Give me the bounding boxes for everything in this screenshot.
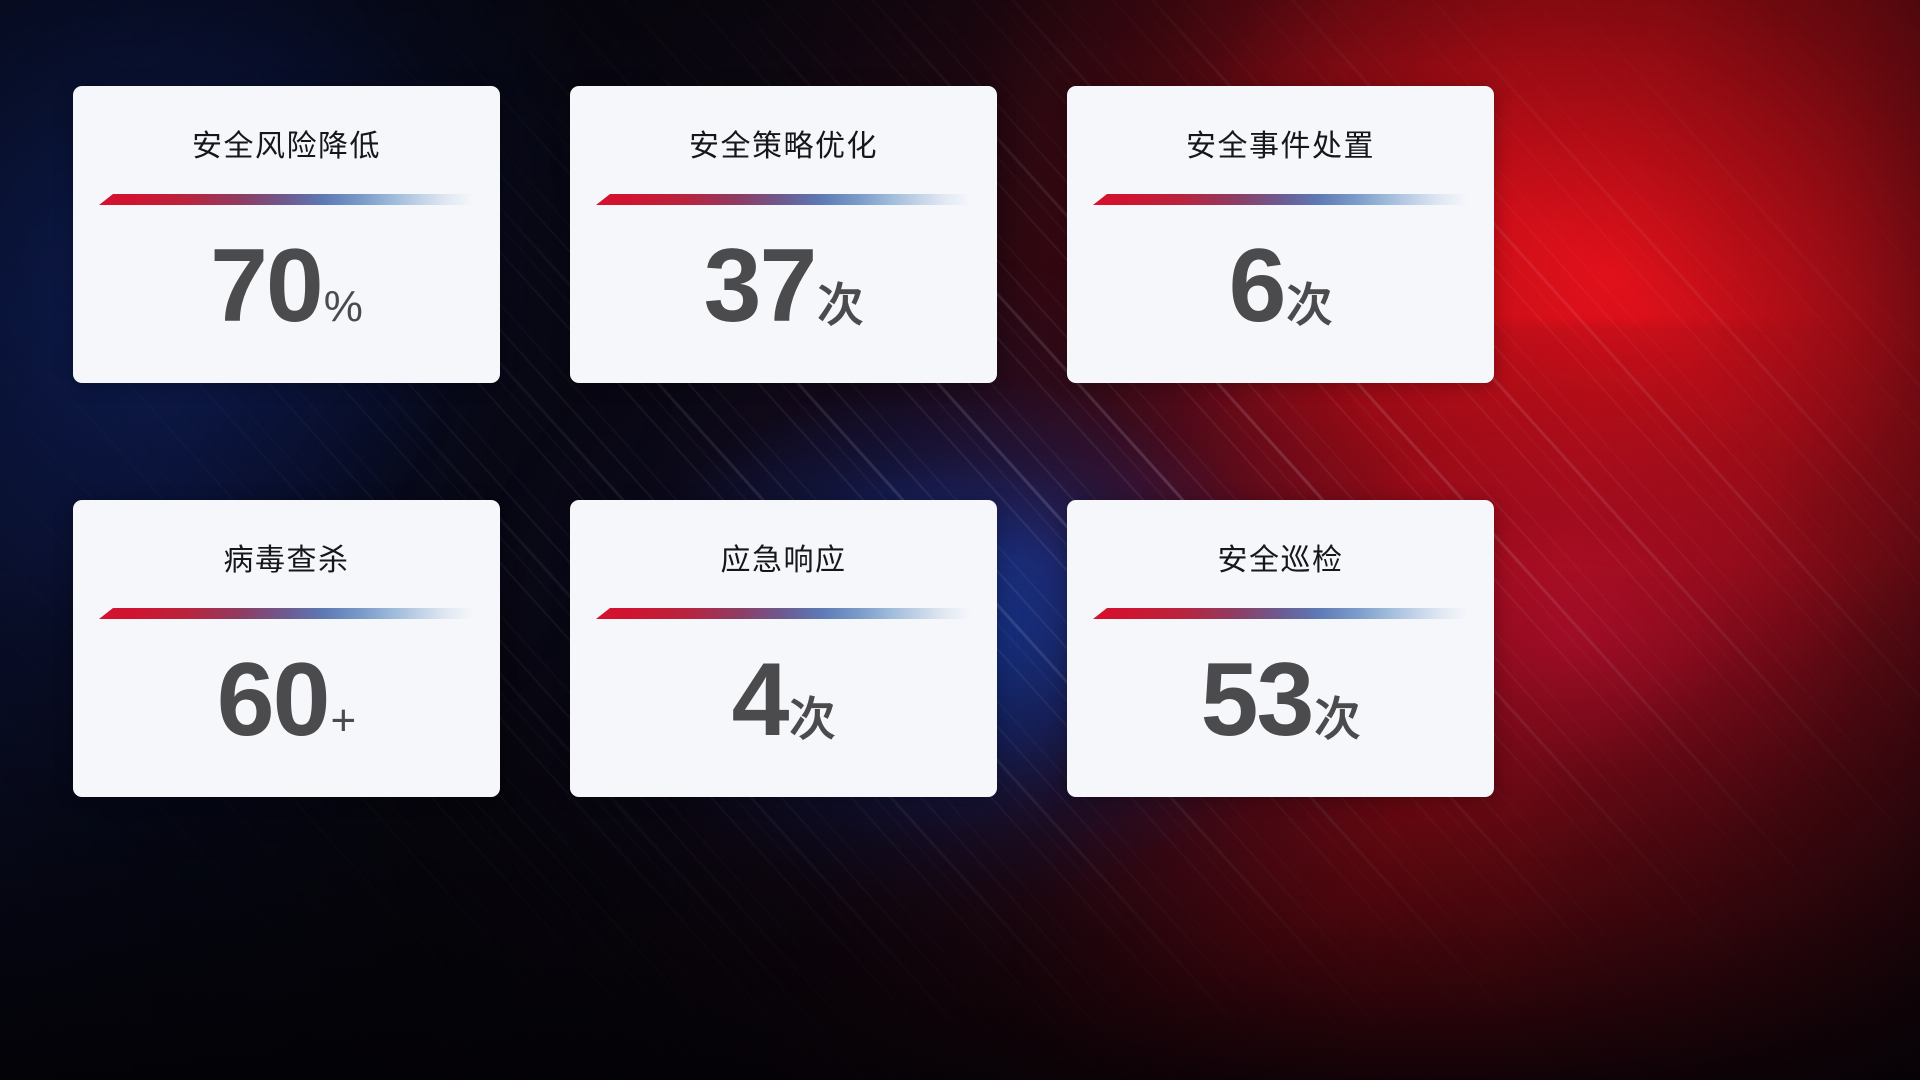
metric-card[interactable]: 安全巡检 53 次 <box>1067 500 1494 797</box>
metric-card-number: 60 <box>216 642 331 758</box>
metric-card-value: 6 次 <box>1228 228 1333 344</box>
metric-card-number: 6 <box>1228 228 1287 344</box>
metric-card-value: 53 次 <box>1200 642 1361 758</box>
metric-card-unit: % <box>323 282 363 331</box>
metric-card-number: 53 <box>1200 642 1315 758</box>
metric-card-value: 60 + <box>216 642 357 758</box>
metric-card[interactable]: 安全策略优化 37 次 <box>570 86 997 383</box>
metric-card[interactable]: 安全风险降低 70 % <box>73 86 500 383</box>
metric-card[interactable]: 应急响应 4 次 <box>570 500 997 797</box>
metric-card-number: 37 <box>703 228 818 344</box>
metric-card-divider-gradient <box>596 194 971 205</box>
metric-card-divider <box>99 194 474 205</box>
metric-card-title: 安全事件处置 <box>1186 130 1375 163</box>
metric-card-unit: + <box>330 696 357 745</box>
metric-card-divider-gradient <box>1093 608 1468 619</box>
metric-card-divider-gradient <box>596 608 971 619</box>
metric-card-divider <box>596 194 971 205</box>
metric-card-divider-gradient <box>99 194 474 205</box>
metric-card-divider <box>596 608 971 619</box>
metric-card[interactable]: 病毒查杀 60 + <box>73 500 500 797</box>
metric-card-unit: 次 <box>1314 693 1361 745</box>
metric-card-grid: 安全风险降低 70 % 安全策略优化 37 次 安全事件处置 6 次 病毒查杀 <box>73 86 1570 797</box>
metric-card-title: 病毒查杀 <box>223 544 350 577</box>
metric-card-title: 应急响应 <box>720 544 847 577</box>
metric-card-title: 安全巡检 <box>1217 544 1344 577</box>
metric-card-divider <box>99 608 474 619</box>
metric-card-title: 安全策略优化 <box>689 130 878 163</box>
metric-card-value: 4 次 <box>731 642 836 758</box>
metric-card[interactable]: 安全事件处置 6 次 <box>1067 86 1494 383</box>
metric-card-divider <box>1093 194 1468 205</box>
metric-card-divider <box>1093 608 1468 619</box>
metric-card-value: 70 % <box>210 228 363 344</box>
metric-card-value: 37 次 <box>703 228 864 344</box>
metric-card-number: 4 <box>731 642 790 758</box>
metric-card-title: 安全风险降低 <box>192 130 381 163</box>
metric-card-divider-gradient <box>99 608 474 619</box>
metric-card-unit: 次 <box>789 693 836 745</box>
metric-card-unit: 次 <box>817 279 864 331</box>
metric-card-divider-gradient <box>1093 194 1468 205</box>
metric-card-unit: 次 <box>1286 279 1333 331</box>
metric-card-number: 70 <box>210 228 324 344</box>
